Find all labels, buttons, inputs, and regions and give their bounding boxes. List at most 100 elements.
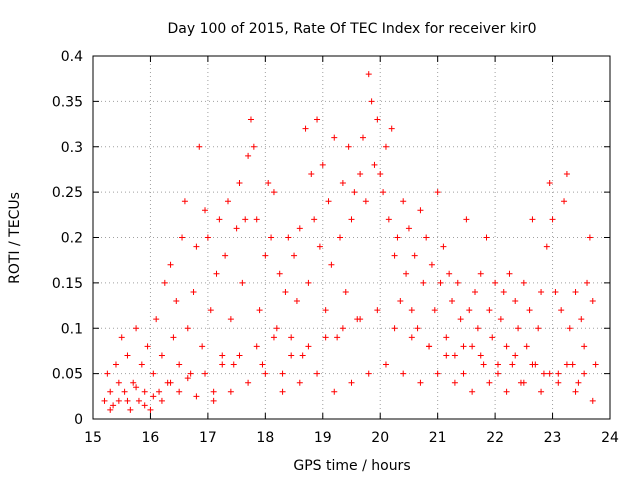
data-point bbox=[141, 388, 148, 395]
data-point bbox=[529, 361, 536, 368]
data-point bbox=[446, 270, 453, 277]
data-point bbox=[365, 71, 372, 78]
data-point bbox=[494, 370, 501, 377]
data-point bbox=[322, 307, 329, 314]
data-point bbox=[400, 198, 407, 205]
data-point bbox=[451, 379, 458, 386]
data-point bbox=[216, 216, 223, 223]
data-point bbox=[512, 352, 519, 359]
data-point bbox=[405, 225, 412, 232]
data-point bbox=[434, 189, 441, 196]
data-point bbox=[575, 379, 582, 386]
data-point bbox=[288, 334, 295, 341]
data-point bbox=[236, 180, 243, 187]
data-point bbox=[380, 189, 387, 196]
data-point bbox=[584, 279, 591, 286]
data-point bbox=[374, 116, 381, 123]
y-tick-label: 0 bbox=[74, 412, 83, 428]
data-point bbox=[586, 234, 593, 241]
data-point bbox=[474, 325, 481, 332]
data-point bbox=[359, 134, 366, 141]
data-point bbox=[503, 343, 510, 350]
data-point bbox=[184, 375, 191, 382]
data-point bbox=[127, 406, 134, 413]
data-point bbox=[374, 307, 381, 314]
data-point bbox=[555, 379, 562, 386]
data-point bbox=[408, 307, 415, 314]
data-point bbox=[362, 198, 369, 205]
data-point bbox=[245, 379, 252, 386]
data-point bbox=[512, 298, 519, 305]
data-point bbox=[227, 316, 234, 323]
data-point bbox=[477, 270, 484, 277]
data-point bbox=[322, 334, 329, 341]
data-point bbox=[314, 370, 321, 377]
data-point bbox=[184, 325, 191, 332]
data-point bbox=[227, 388, 234, 395]
data-point bbox=[477, 352, 484, 359]
data-point bbox=[351, 189, 358, 196]
y-tick-label: 0.35 bbox=[52, 94, 83, 110]
data-point bbox=[417, 207, 424, 214]
data-point bbox=[334, 334, 341, 341]
data-point bbox=[371, 161, 378, 168]
data-point bbox=[385, 216, 392, 223]
data-point bbox=[569, 361, 576, 368]
data-point bbox=[319, 161, 326, 168]
data-point bbox=[314, 116, 321, 123]
x-tick-label: 19 bbox=[314, 430, 332, 446]
data-point bbox=[176, 388, 183, 395]
data-point bbox=[219, 361, 226, 368]
data-point bbox=[589, 298, 596, 305]
data-point bbox=[121, 388, 128, 395]
data-point bbox=[325, 198, 332, 205]
chart-title: Day 100 of 2015, Rate Of TEC Index for r… bbox=[167, 21, 536, 37]
data-point bbox=[135, 397, 142, 404]
x-tick-label: 17 bbox=[199, 430, 217, 446]
data-point bbox=[207, 307, 214, 314]
data-point bbox=[486, 379, 493, 386]
y-tick-label: 0.2 bbox=[61, 231, 83, 247]
data-point bbox=[400, 370, 407, 377]
data-point bbox=[296, 379, 303, 386]
data-point bbox=[245, 152, 252, 159]
data-point bbox=[110, 402, 117, 409]
data-point bbox=[256, 307, 263, 314]
data-point bbox=[133, 384, 140, 391]
data-point bbox=[259, 361, 266, 368]
data-point bbox=[262, 370, 269, 377]
data-point bbox=[428, 261, 435, 268]
data-point bbox=[196, 143, 203, 150]
x-tick-label: 24 bbox=[601, 430, 619, 446]
x-axis-label: GPS time / hours bbox=[293, 458, 410, 474]
data-point bbox=[423, 234, 430, 241]
data-point bbox=[141, 402, 148, 409]
data-point bbox=[377, 170, 384, 177]
data-point bbox=[247, 116, 254, 123]
data-point bbox=[581, 370, 588, 377]
data-point bbox=[193, 243, 200, 250]
data-point bbox=[469, 388, 476, 395]
data-point bbox=[268, 234, 275, 241]
x-tick-label: 22 bbox=[486, 430, 504, 446]
data-point bbox=[158, 352, 165, 359]
data-point bbox=[566, 325, 573, 332]
data-point bbox=[561, 198, 568, 205]
data-point bbox=[391, 252, 398, 259]
data-point bbox=[460, 343, 467, 350]
data-point bbox=[112, 361, 119, 368]
data-point bbox=[546, 180, 553, 187]
data-point bbox=[538, 388, 545, 395]
data-point bbox=[276, 270, 283, 277]
data-point bbox=[388, 125, 395, 132]
plot-frame bbox=[92, 55, 611, 420]
data-point bbox=[210, 397, 217, 404]
data-point bbox=[420, 279, 427, 286]
data-point bbox=[342, 288, 349, 295]
data-point bbox=[540, 370, 547, 377]
data-point bbox=[107, 406, 114, 413]
data-point bbox=[538, 288, 545, 295]
data-point bbox=[181, 198, 188, 205]
data-point bbox=[339, 325, 346, 332]
data-point bbox=[296, 225, 303, 232]
